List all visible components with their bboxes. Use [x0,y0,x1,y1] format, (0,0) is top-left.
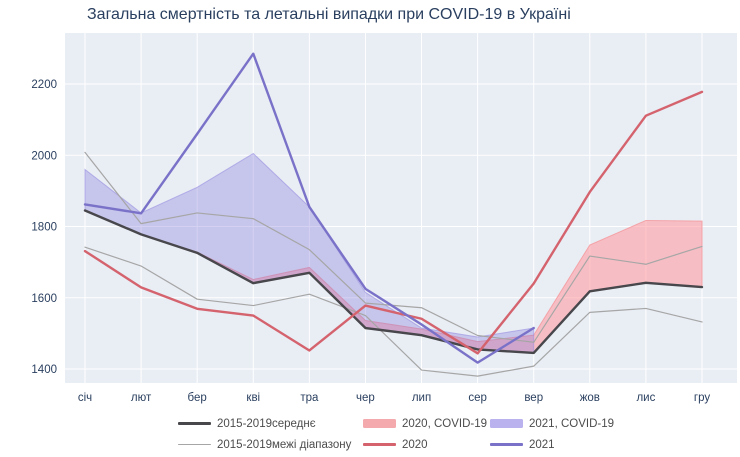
series-line-2015-2019середнє [83,209,704,355]
legend-label: 2020 [402,438,428,451]
legend-swatch-line-2021 [490,443,523,446]
y-tick-label: 2000 [31,150,57,162]
legend-item-line-2020[interactable]: 2020 [363,434,490,455]
x-tick-label: січ [78,392,92,404]
chart-legend: 2015-2019середнє 2015-2019межі діапазону 2… [178,413,614,455]
y-tick-label: 1800 [31,222,57,234]
plot-area [65,33,737,383]
chart-title: Загальна смертність та летальні випадки … [87,6,571,23]
series-line-2015-2019межі-діапазону-нижня- [84,246,703,377]
x-tick-label: лют [131,392,152,404]
legend-item-line-2021[interactable]: 2021 [490,434,614,455]
x-tick-label: бер [188,392,207,404]
x-tick-label: тра [300,392,319,404]
x-tick-label: жов [580,392,600,404]
legend-label: 2021 [529,438,555,451]
legend-swatch-mean-2015-2019 [178,422,211,425]
legend-swatch-covid-2021 [490,419,523,428]
series-line-2021 [83,52,535,364]
legend-swatch-covid-2020 [363,419,396,428]
x-tick-label: лип [412,392,431,404]
legend-item-range-2015-2019[interactable]: 2015-2019межі діапазону [178,434,363,455]
legend-item-covid-2021[interactable]: 2021, COVID-19 [490,413,614,434]
legend-item-covid-2020[interactable]: 2020, COVID-19 [363,413,490,434]
legend-swatch-line-2020 [363,443,396,446]
legend-label: 2015-2019середнє [217,417,316,430]
legend-label: 2021, COVID-19 [529,417,615,430]
x-tick-label: вер [524,392,543,404]
legend-item-mean-2015-2019[interactable]: 2015-2019середнє [178,413,363,434]
line-swatch-icon [490,443,523,446]
x-tick-label: лис [636,392,655,404]
patch-swatch-icon [490,419,523,428]
x-tick-label: чер [356,392,375,404]
x-tick-label: кві [246,392,260,404]
legend-label: 2020, COVID-19 [402,417,488,430]
y-tick-label: 1600 [31,293,57,305]
series-line-2020 [83,90,704,355]
y-tick-label: 2200 [31,79,57,91]
line-swatch-icon [363,443,396,446]
y-tick-label: 1400 [31,364,57,376]
line-swatch-icon [178,422,211,425]
x-tick-label: гру [694,392,710,404]
legend-label: 2015-2019межі діапазону [217,438,352,451]
line-swatch-icon [178,443,211,446]
patch-swatch-icon [363,419,396,428]
legend-swatch-range-2015-2019 [178,443,211,446]
x-tick-label: сер [468,392,487,404]
